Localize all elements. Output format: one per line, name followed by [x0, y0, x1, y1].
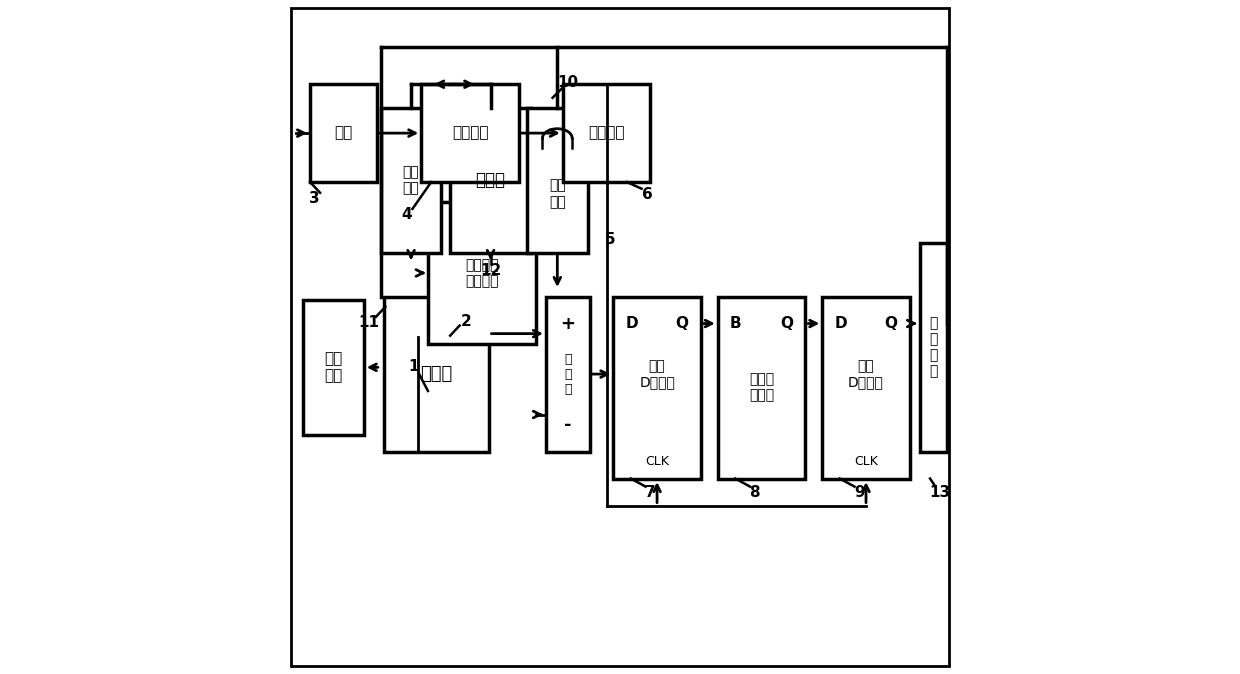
Text: 分频电路: 分频电路 [451, 125, 489, 141]
Text: 3: 3 [309, 191, 320, 206]
Bar [563, 84, 650, 182]
Text: +: + [560, 315, 575, 332]
Bar [381, 108, 441, 253]
Text: D: D [835, 316, 847, 331]
Bar [428, 202, 536, 344]
Bar [546, 297, 590, 452]
Text: 前级
D触发器: 前级 D触发器 [639, 359, 675, 389]
Bar [422, 84, 518, 182]
Text: 整形电路: 整形电路 [588, 125, 625, 141]
Text: 2: 2 [461, 314, 471, 329]
Text: 复位
开关: 复位 开关 [403, 165, 419, 195]
Text: 9: 9 [854, 485, 864, 499]
Text: CLK: CLK [645, 455, 670, 468]
Text: B: B [730, 316, 742, 331]
Bar [304, 300, 363, 435]
Text: 11: 11 [358, 315, 379, 330]
Bar [450, 108, 531, 253]
Text: -: - [564, 416, 572, 433]
Bar [310, 84, 377, 182]
Text: 比
较
器: 比 较 器 [564, 353, 572, 396]
Text: Q: Q [884, 316, 898, 331]
Text: 7: 7 [645, 485, 656, 499]
Bar [822, 297, 910, 479]
Text: Q: Q [676, 316, 688, 331]
Text: 8: 8 [749, 485, 760, 499]
Bar [527, 108, 588, 253]
Text: 10: 10 [557, 75, 578, 90]
Text: 5: 5 [605, 232, 615, 247]
Text: 12: 12 [480, 264, 501, 278]
Text: 输入
电流: 输入 电流 [325, 351, 342, 384]
Text: 门槛电平
产生电路: 门槛电平 产生电路 [465, 258, 498, 288]
Text: 1: 1 [408, 359, 419, 374]
Text: 6: 6 [641, 187, 652, 202]
Text: 4: 4 [401, 207, 412, 222]
Text: 输
出
电
路: 输 出 电 路 [929, 316, 937, 378]
Text: 单稳态
触发器: 单稳态 触发器 [749, 373, 774, 402]
Bar [920, 243, 947, 452]
Bar [384, 297, 489, 452]
Text: Q: Q [780, 316, 794, 331]
Bar [614, 297, 701, 479]
Text: 晶振: 晶振 [335, 125, 353, 141]
Text: D: D [625, 316, 639, 331]
Text: 泄流
开关: 泄流 开关 [549, 179, 565, 209]
Text: 积分器: 积分器 [420, 365, 453, 383]
Text: 恒流源: 恒流源 [476, 171, 506, 189]
Text: CLK: CLK [854, 455, 878, 468]
Text: 后级
D触发器: 后级 D触发器 [848, 359, 884, 389]
Text: 13: 13 [930, 485, 951, 499]
Bar [718, 297, 805, 479]
